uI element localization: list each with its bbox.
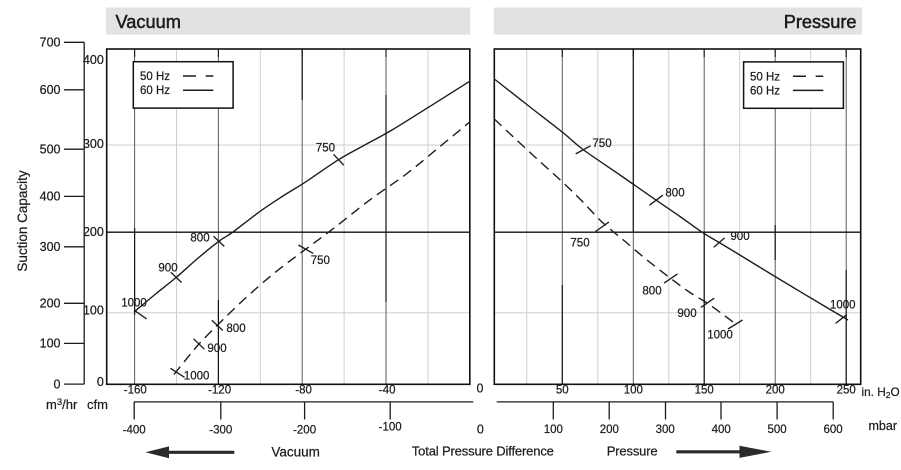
svg-text:800: 800 (226, 323, 245, 335)
svg-text:700: 700 (40, 36, 61, 50)
svg-text:400: 400 (40, 190, 61, 204)
svg-text:in. H2O: in. H2O (862, 385, 900, 400)
svg-text:Total Pressure Difference: Total Pressure Difference (412, 444, 554, 459)
svg-text:900: 900 (677, 308, 696, 320)
svg-text:750: 750 (592, 138, 611, 150)
svg-text:200: 200 (83, 225, 104, 239)
svg-text:Suction Capacity: Suction Capacity (15, 170, 30, 272)
svg-text:100: 100 (83, 304, 104, 318)
svg-text:200: 200 (40, 297, 61, 311)
svg-text:-200: -200 (293, 425, 316, 437)
svg-text:-400: -400 (123, 425, 146, 437)
svg-text:100: 100 (40, 337, 61, 351)
svg-text:750: 750 (316, 143, 335, 155)
svg-text:300: 300 (40, 240, 61, 254)
svg-text:Vacuum: Vacuum (271, 445, 320, 460)
svg-text:300: 300 (656, 424, 675, 436)
svg-text:Pressure: Pressure (784, 12, 857, 32)
svg-text:Pressure: Pressure (607, 444, 658, 459)
svg-text:0: 0 (477, 423, 484, 437)
svg-text:60 Hz: 60 Hz (750, 85, 780, 97)
svg-text:500: 500 (768, 424, 787, 436)
svg-text:-300: -300 (209, 425, 232, 437)
svg-text:200: 200 (766, 385, 785, 397)
svg-text:150: 150 (695, 385, 714, 397)
svg-text:-40: -40 (379, 385, 396, 397)
svg-text:600: 600 (40, 83, 61, 97)
svg-text:800: 800 (642, 286, 661, 298)
svg-text:1000: 1000 (830, 299, 856, 311)
svg-text:0: 0 (54, 377, 61, 391)
svg-text:1000: 1000 (121, 297, 147, 309)
svg-text:900: 900 (207, 343, 226, 355)
svg-text:750: 750 (570, 237, 589, 249)
svg-text:400: 400 (712, 424, 731, 436)
svg-text:50 Hz: 50 Hz (140, 71, 170, 83)
svg-text:300: 300 (83, 137, 104, 151)
svg-text:60 Hz: 60 Hz (140, 85, 170, 97)
svg-text:mbar: mbar (869, 419, 897, 433)
svg-text:1000: 1000 (184, 371, 210, 383)
svg-text:1000: 1000 (707, 329, 733, 341)
svg-text:100: 100 (544, 424, 563, 436)
svg-text:600: 600 (824, 424, 843, 436)
svg-text:800: 800 (190, 232, 209, 244)
svg-text:0: 0 (477, 382, 484, 396)
svg-text:800: 800 (665, 188, 684, 200)
svg-text:0: 0 (97, 375, 104, 389)
svg-text:400: 400 (83, 53, 104, 67)
svg-text:500: 500 (40, 142, 61, 156)
svg-text:-120: -120 (208, 385, 231, 397)
svg-text:Vacuum: Vacuum (116, 12, 181, 32)
svg-text:900: 900 (158, 262, 177, 274)
svg-text:50 Hz: 50 Hz (750, 71, 780, 83)
svg-text:750: 750 (311, 255, 330, 267)
svg-text:-160: -160 (124, 385, 147, 397)
svg-text:cfm: cfm (87, 397, 108, 412)
svg-text:200: 200 (600, 424, 619, 436)
svg-text:100: 100 (624, 385, 643, 397)
svg-text:m3/hr: m3/hr (46, 397, 78, 412)
svg-text:-100: -100 (379, 422, 402, 434)
svg-text:900: 900 (730, 231, 749, 243)
svg-text:50: 50 (556, 385, 569, 397)
svg-text:250: 250 (837, 385, 856, 397)
svg-text:-80: -80 (295, 385, 312, 397)
